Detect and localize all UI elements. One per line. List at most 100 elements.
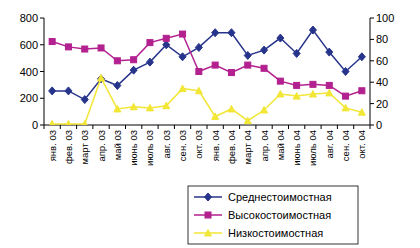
x-tick	[207, 125, 208, 129]
x-tick-label: март 03	[79, 130, 90, 164]
data-point	[130, 103, 137, 110]
data-point	[244, 51, 251, 59]
series-line	[52, 30, 362, 100]
legend-label: Низкостоимостная	[228, 227, 323, 239]
data-point	[343, 93, 349, 99]
data-point	[212, 113, 219, 120]
x-tick	[255, 125, 256, 129]
data-point	[196, 69, 202, 75]
legend: СреднестоимостнаяВысокостоимостнаяНизкос…	[188, 186, 358, 244]
data-point	[212, 29, 219, 37]
data-point	[98, 45, 104, 51]
data-point	[342, 104, 349, 111]
y2-tick-label: 40	[376, 76, 388, 88]
y-tick-label: 600	[20, 39, 38, 51]
data-point	[261, 107, 268, 114]
series-line	[52, 78, 362, 124]
data-point	[82, 46, 88, 52]
legend-marker	[205, 230, 212, 237]
data-point	[49, 87, 56, 95]
data-point	[163, 41, 170, 49]
data-point	[309, 90, 316, 97]
data-point	[65, 44, 71, 50]
y-tick-label: 400	[20, 66, 38, 78]
data-point	[130, 66, 137, 74]
data-point	[293, 93, 300, 100]
y2-tick-label: 60	[376, 55, 388, 67]
y2-tick	[370, 82, 374, 83]
x-tick	[60, 125, 61, 129]
x-tick	[174, 125, 175, 129]
data-point	[163, 35, 169, 41]
x-tick-label: июль 04	[307, 130, 318, 166]
x-tick	[337, 125, 338, 129]
data-point	[310, 81, 316, 87]
x-tick	[353, 125, 354, 129]
x-tick-label: окт. 03	[193, 130, 204, 159]
data-point	[358, 109, 365, 116]
data-point	[228, 105, 235, 112]
y2-tick-label: 80	[376, 33, 388, 45]
data-point	[326, 82, 332, 88]
data-point	[228, 70, 234, 76]
data-point	[244, 117, 251, 124]
y-tick	[40, 98, 44, 99]
x-tick	[76, 125, 77, 129]
data-point	[358, 53, 365, 61]
data-point	[65, 87, 72, 95]
data-point	[146, 104, 153, 111]
x-tick-label: авг. 03	[161, 130, 172, 158]
y-tick-label: 0	[32, 119, 38, 131]
y-tick	[40, 71, 44, 72]
y-tick	[40, 125, 44, 126]
data-point	[326, 89, 333, 96]
data-point	[228, 29, 235, 37]
series	[49, 74, 366, 125]
y2-axis	[370, 18, 371, 125]
plot-area	[49, 26, 366, 125]
data-point	[179, 85, 186, 92]
x-tick-label: июль 03	[144, 130, 155, 166]
data-point	[81, 120, 88, 125]
x-tick	[190, 125, 191, 129]
y2-tick	[370, 18, 374, 19]
legend-label: Среднестоимостная	[228, 191, 332, 203]
data-point	[180, 31, 186, 37]
x-tick	[141, 125, 142, 129]
y2-tick-label: 100	[376, 12, 394, 24]
x-tick-label: июнь 04	[291, 130, 302, 166]
chart: 0200400600800020406080100янв. 03фев. 03м…	[0, 0, 420, 248]
data-point	[114, 105, 121, 112]
data-point	[195, 87, 202, 94]
y2-tick	[370, 39, 374, 40]
data-point	[261, 65, 267, 71]
x-tick	[370, 125, 371, 129]
data-point	[309, 26, 316, 34]
data-point	[294, 82, 300, 88]
data-point	[195, 43, 202, 51]
x-tick-label: апр. 04	[259, 130, 270, 162]
data-point	[65, 120, 72, 125]
y2-tick	[370, 125, 374, 126]
data-point	[212, 62, 218, 68]
data-point	[49, 120, 56, 125]
data-point	[114, 82, 121, 90]
x-tick	[321, 125, 322, 129]
data-point	[326, 48, 333, 56]
x-tick-label: окт. 04	[356, 130, 367, 159]
x-tick	[92, 125, 93, 129]
legend-marker	[205, 193, 212, 201]
x-tick-label: май 03	[112, 130, 123, 160]
x-tick	[109, 125, 110, 129]
y-tick-label: 200	[20, 92, 38, 104]
data-point	[81, 96, 88, 104]
y-tick	[40, 18, 44, 19]
data-point	[261, 46, 268, 54]
data-point	[146, 58, 153, 66]
data-point	[245, 62, 251, 68]
data-point	[179, 53, 186, 61]
data-point	[98, 74, 105, 81]
x-tick-label: сен. 04	[340, 130, 351, 161]
x-tick	[288, 125, 289, 129]
x-tick-label: янв. 04	[210, 130, 221, 161]
